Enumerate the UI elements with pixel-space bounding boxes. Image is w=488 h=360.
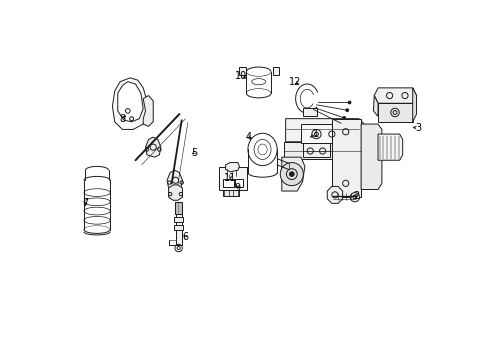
- Bar: [222, 180, 234, 187]
- Text: 4: 4: [245, 132, 251, 142]
- Polygon shape: [331, 119, 360, 197]
- Polygon shape: [118, 82, 143, 122]
- Text: 8: 8: [119, 114, 125, 123]
- Polygon shape: [285, 119, 364, 142]
- Polygon shape: [326, 186, 342, 203]
- Circle shape: [342, 117, 345, 119]
- Polygon shape: [301, 124, 331, 143]
- Text: 11: 11: [224, 173, 236, 183]
- Bar: [174, 202, 182, 214]
- Polygon shape: [145, 137, 161, 157]
- Circle shape: [289, 172, 293, 176]
- Text: 6: 6: [182, 232, 188, 242]
- Bar: [174, 217, 183, 222]
- Text: 2: 2: [353, 191, 359, 201]
- Bar: [222, 190, 239, 197]
- Polygon shape: [412, 88, 416, 122]
- Text: 12: 12: [288, 77, 301, 87]
- Polygon shape: [284, 142, 360, 159]
- Text: 10: 10: [234, 71, 246, 81]
- Text: 1: 1: [313, 129, 319, 139]
- Bar: [174, 225, 183, 230]
- Bar: [272, 67, 278, 75]
- Polygon shape: [302, 143, 329, 157]
- Polygon shape: [373, 95, 377, 116]
- Bar: [239, 67, 245, 75]
- Polygon shape: [281, 157, 305, 191]
- Polygon shape: [377, 134, 402, 160]
- Polygon shape: [168, 185, 182, 200]
- Bar: [303, 108, 317, 116]
- Circle shape: [345, 109, 348, 112]
- Bar: [234, 180, 242, 187]
- Text: 7: 7: [82, 198, 88, 208]
- Circle shape: [280, 163, 303, 186]
- Polygon shape: [112, 78, 148, 130]
- Polygon shape: [143, 95, 153, 126]
- Polygon shape: [377, 103, 412, 122]
- Bar: [219, 167, 246, 190]
- Circle shape: [347, 101, 350, 104]
- Polygon shape: [167, 170, 182, 191]
- Bar: [175, 214, 182, 245]
- Polygon shape: [225, 163, 239, 172]
- Circle shape: [349, 193, 359, 202]
- Polygon shape: [373, 88, 416, 103]
- Text: 3: 3: [414, 123, 420, 133]
- Text: 5: 5: [191, 148, 198, 158]
- Circle shape: [339, 122, 342, 125]
- Polygon shape: [360, 124, 381, 189]
- Text: 9: 9: [234, 183, 241, 193]
